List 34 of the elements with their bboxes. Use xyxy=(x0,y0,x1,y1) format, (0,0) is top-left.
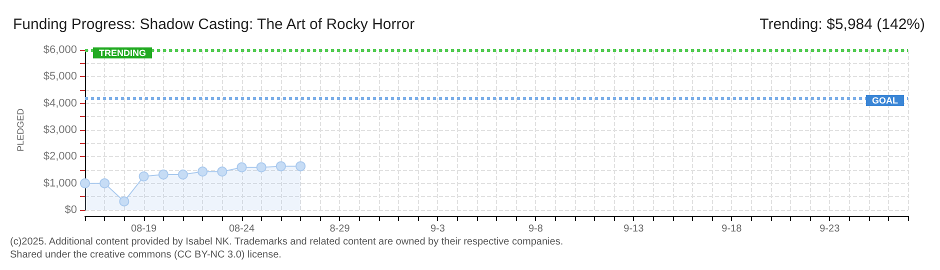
y-tick-label: $3,000 xyxy=(43,124,77,136)
x-tick-label: 8-29 xyxy=(330,224,350,234)
point xyxy=(256,162,266,172)
x-tick-label: 9-3 xyxy=(430,224,446,234)
ref-line-label: TRENDING xyxy=(99,48,146,58)
x-tick-label: 9-13 xyxy=(624,224,644,234)
y-tick-label: $4,000 xyxy=(43,97,77,110)
y-axis-title: PLEDGED xyxy=(16,108,26,152)
point xyxy=(119,196,130,206)
text: Shared under the creative commons (CC BY-NC 3.0) license. xyxy=(10,250,282,260)
ref-line-label: GOAL xyxy=(872,96,898,106)
text: (c)2025. Additional content provided by Isabel NK. Trademarks and related content are owned by their respective companies. xyxy=(10,236,564,248)
point xyxy=(296,161,306,172)
point xyxy=(80,178,90,188)
x-tick-label: 9-23 xyxy=(820,224,840,234)
y-tick-label: $2,000 xyxy=(43,150,77,163)
point xyxy=(158,170,168,180)
y-tick-label: $5,000 xyxy=(43,70,77,83)
point xyxy=(178,170,188,180)
x-tick-label: 08-19 xyxy=(130,224,158,234)
x-tick-label: 9-8 xyxy=(528,224,544,234)
chart-title: Funding Progress: Shadow Casting: The Art of Rocky Horror xyxy=(13,16,415,33)
point xyxy=(276,161,286,172)
point xyxy=(138,171,149,182)
y-tick-label: $6,000 xyxy=(43,44,77,56)
y-tick-label: $1,000 xyxy=(43,177,77,190)
y-tick-label: $0 xyxy=(64,204,77,216)
x-tick-label: 9-18 xyxy=(722,224,742,234)
point xyxy=(198,166,208,177)
x-tick-label: 08-24 xyxy=(228,224,255,234)
point xyxy=(236,162,247,172)
point xyxy=(100,178,110,188)
point xyxy=(217,166,228,177)
chart-subtitle: Trending: $5,984 (142%) xyxy=(760,16,926,33)
